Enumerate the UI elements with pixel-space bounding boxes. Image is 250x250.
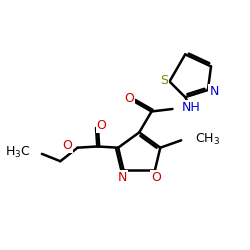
Text: N: N <box>209 85 219 98</box>
Text: O: O <box>151 170 161 183</box>
Text: N: N <box>118 170 127 183</box>
Text: H$_3$C: H$_3$C <box>5 145 31 160</box>
Text: O: O <box>124 92 134 105</box>
Text: O: O <box>96 119 106 132</box>
Text: NH: NH <box>182 100 201 114</box>
Text: O: O <box>62 139 72 152</box>
Text: CH$_3$: CH$_3$ <box>195 132 220 147</box>
Text: S: S <box>160 74 168 87</box>
